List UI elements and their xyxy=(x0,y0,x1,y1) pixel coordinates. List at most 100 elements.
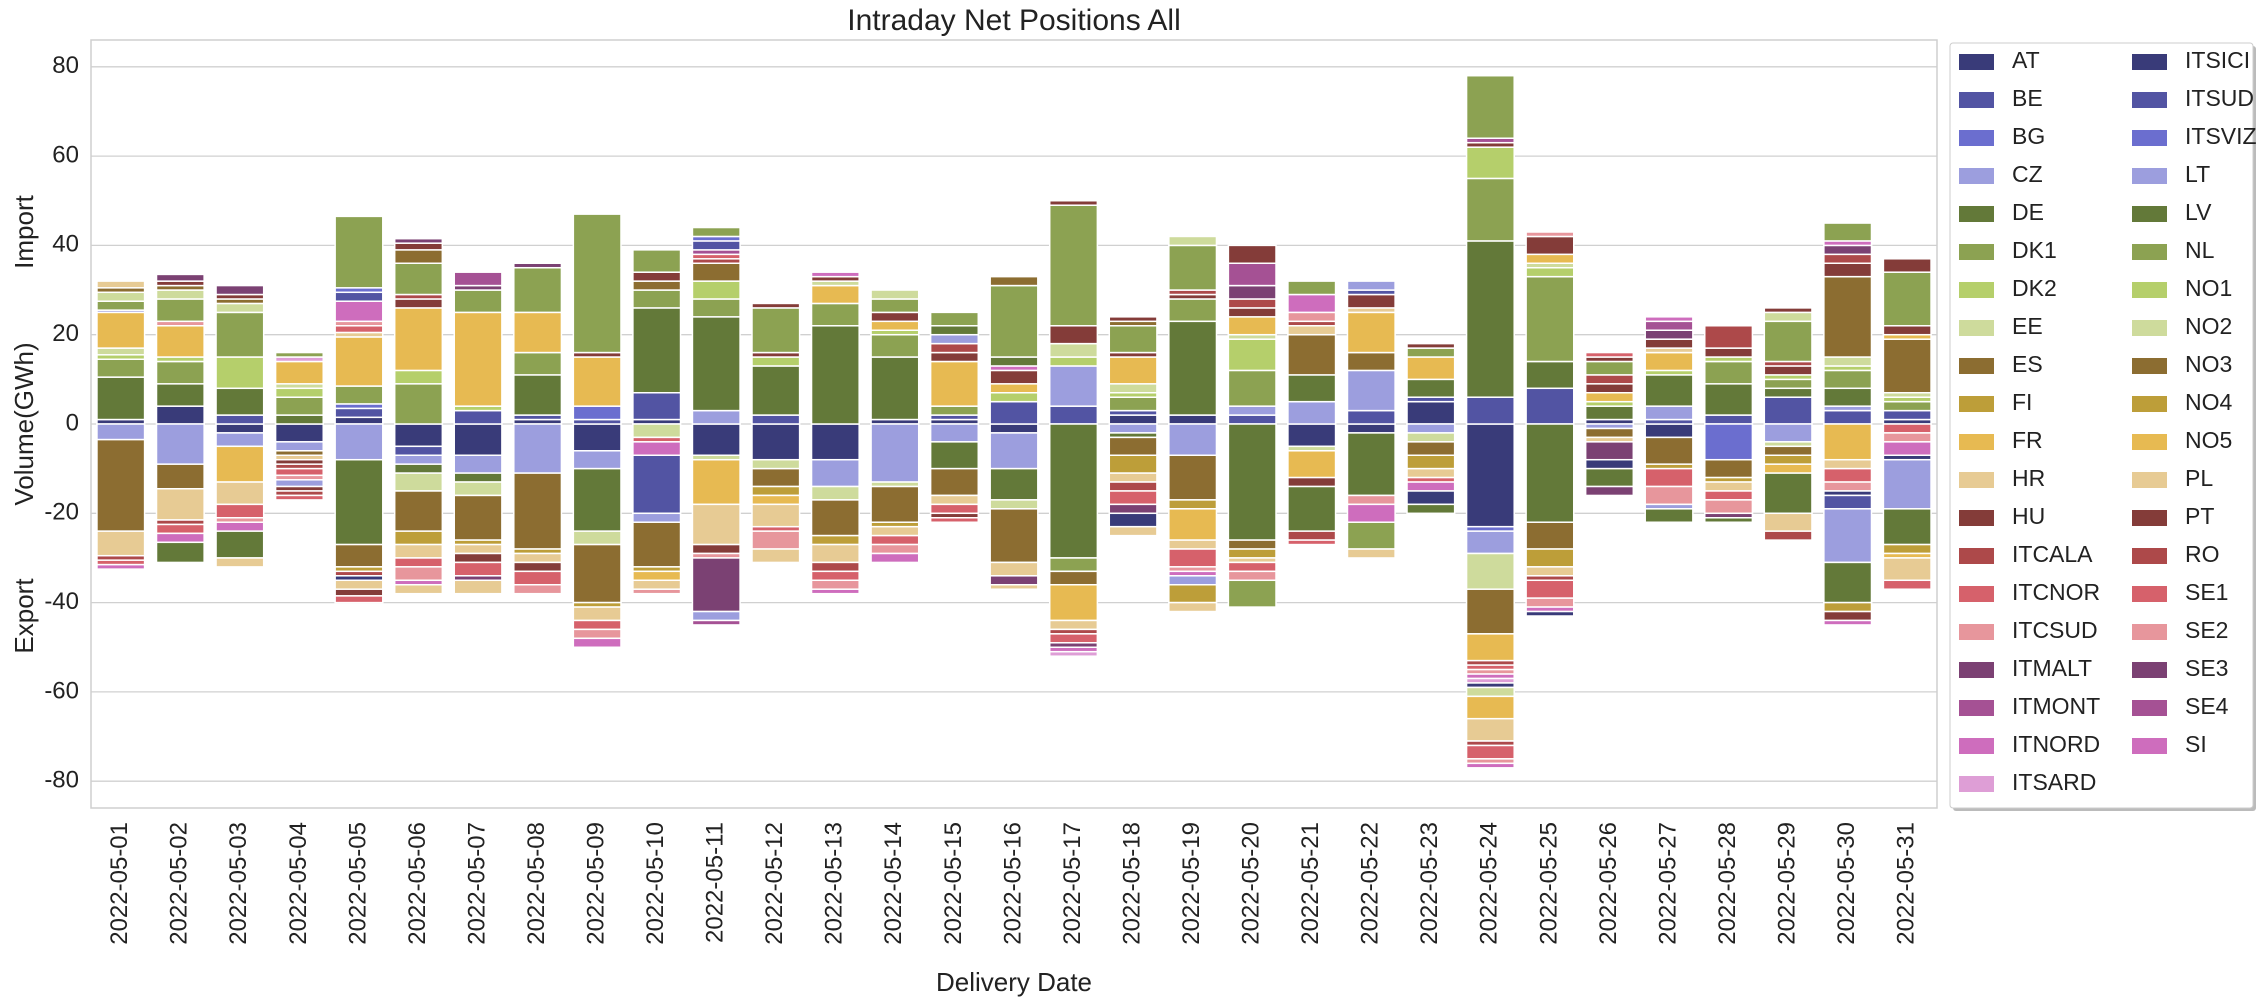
bar-segment xyxy=(691,423,741,457)
bar-segment xyxy=(1584,374,1635,385)
bar-segment xyxy=(1525,266,1575,278)
bar-segment xyxy=(929,333,980,345)
bar-segment xyxy=(1406,347,1456,358)
bar-segment xyxy=(1406,441,1456,457)
bar-segment xyxy=(96,291,146,302)
bar-segment xyxy=(751,503,801,528)
bar-segment xyxy=(334,588,384,597)
bar-segment xyxy=(1227,338,1277,372)
legend-swatch xyxy=(1959,624,1994,640)
y-tick-label: -60 xyxy=(44,677,79,704)
legend-swatch xyxy=(2132,320,2167,336)
legend-label: ITSARD xyxy=(2012,769,2096,795)
x-tick-label: 2022-05-10 xyxy=(642,822,669,945)
bar-segment xyxy=(1823,356,1873,367)
legend-swatch xyxy=(2132,548,2167,564)
bar-segment xyxy=(1406,432,1456,443)
legend-label: SE2 xyxy=(2185,617,2228,643)
bar-segment xyxy=(929,423,980,443)
bar-segment xyxy=(572,637,622,649)
x-tick-label: 2022-05-11 xyxy=(702,822,729,943)
bar-segment xyxy=(513,374,563,416)
bar-segment xyxy=(274,494,324,501)
bar-segment xyxy=(1048,405,1099,425)
x-tick-label: 2022-05-08 xyxy=(523,822,550,945)
bar-segment xyxy=(1465,146,1515,180)
legend-label: SE1 xyxy=(2185,579,2228,605)
plot-frame xyxy=(90,39,1938,809)
bar-segment xyxy=(751,302,801,309)
bar-segment xyxy=(393,530,444,546)
bar-segment xyxy=(1406,503,1456,515)
bar-segment xyxy=(453,561,503,577)
bar-segment xyxy=(1584,360,1635,376)
bar-segment xyxy=(1048,342,1099,358)
bar-segment xyxy=(1108,512,1158,528)
bar-segment xyxy=(572,628,622,640)
bar-segment xyxy=(513,423,563,474)
bar-segment xyxy=(1525,360,1575,390)
bar-segment xyxy=(870,543,920,555)
bar-segment xyxy=(1882,338,1932,394)
bar-segment xyxy=(1882,441,1932,457)
legend-label: DE xyxy=(2012,199,2044,225)
bar-segment xyxy=(929,517,980,523)
bar-segment xyxy=(1525,387,1575,425)
bar-segment xyxy=(1168,244,1218,291)
bar-segment xyxy=(751,356,801,367)
bar-segment xyxy=(989,432,1039,470)
bar-segment xyxy=(1168,575,1218,586)
bar-segment xyxy=(632,570,682,582)
bar-segment xyxy=(1763,365,1813,376)
legend-label: BE xyxy=(2012,85,2043,111)
bar-segment xyxy=(393,472,444,492)
bar-segment xyxy=(1644,436,1694,465)
bar-segment xyxy=(691,316,741,412)
bar-segment xyxy=(691,409,741,425)
bar-segment xyxy=(1584,441,1635,461)
bar-segment xyxy=(691,280,741,300)
bar-segment xyxy=(155,405,205,425)
bar-segment xyxy=(1525,597,1575,608)
bar-segment xyxy=(989,583,1039,590)
bar-segment xyxy=(1763,311,1813,323)
bar-segment xyxy=(929,311,980,327)
bar-segment xyxy=(96,347,146,356)
bar-segment xyxy=(334,407,384,419)
bar-segment xyxy=(513,583,563,595)
x-tick-label: 2022-05-19 xyxy=(1178,822,1205,945)
bar-segment xyxy=(989,369,1039,385)
bar-segment xyxy=(1882,557,1932,582)
bar-segment xyxy=(929,494,980,506)
bar-segment xyxy=(989,499,1039,510)
bar-segment xyxy=(632,391,682,421)
bar-segment xyxy=(96,530,146,557)
legend-swatch xyxy=(2132,510,2167,526)
bar-segment xyxy=(215,284,265,296)
bar-segment xyxy=(1882,458,1932,510)
bar-segment xyxy=(155,532,205,544)
bar-segment xyxy=(751,494,801,506)
bar-segment xyxy=(1287,333,1337,376)
bar-segment xyxy=(1346,351,1396,372)
bar-segment xyxy=(1108,316,1158,323)
bar-segment xyxy=(1346,409,1396,425)
bar-segment xyxy=(96,280,146,289)
legend-swatch xyxy=(1959,586,1994,602)
bar-segment xyxy=(632,521,682,568)
bar-segment xyxy=(393,557,444,568)
x-tick-label: 2022-05-15 xyxy=(940,822,967,945)
bar-segment xyxy=(1465,240,1515,398)
bar-segment xyxy=(1048,356,1099,367)
bar-segment xyxy=(1465,396,1515,425)
bar-segment xyxy=(870,298,920,314)
x-tick-label: 2022-05-24 xyxy=(1476,822,1503,945)
legend-swatch xyxy=(2132,434,2167,450)
bar-segment xyxy=(215,387,265,416)
legend-label: PT xyxy=(2185,503,2214,529)
bar-segment xyxy=(1108,472,1158,483)
bar-segment xyxy=(1168,548,1218,568)
bar-segment xyxy=(274,396,324,416)
legend-label: NO4 xyxy=(2185,389,2233,415)
bar-segment xyxy=(870,333,920,358)
